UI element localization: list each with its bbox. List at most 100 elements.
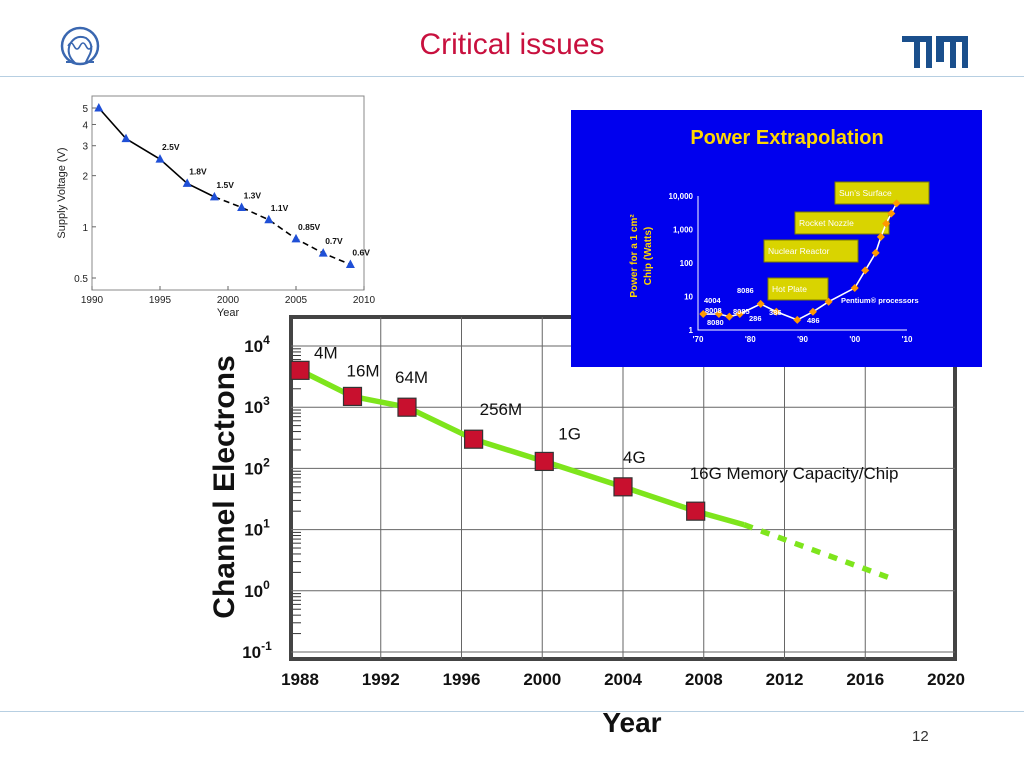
power-y-tick-label: 100 [680,259,694,268]
power-y-tick-label: 1 [689,326,694,335]
page-number: 12 [912,728,929,745]
memory-generation-label: 1G [558,424,581,443]
x-tick-label: 2020 [927,670,965,689]
footer-divider [0,711,1024,712]
y-tick-label: 10-1 [242,639,272,662]
power-point [735,310,744,319]
y-tick-base: 10 [244,337,263,356]
x-tick-label: 1995 [149,295,172,306]
memory-generation-marker [686,501,706,521]
y-tick-exponent: 2 [263,455,270,469]
memory-generation-marker [534,451,554,472]
power-point [808,307,817,316]
y-tick-label: 1 [82,223,88,234]
x-tick-label: 2000 [523,670,561,689]
power-reference-box [834,181,930,205]
power-point [871,248,880,257]
power-y-tick-label: 10,000 [669,192,694,201]
power-reference-label: Rocket Nozzle [799,218,854,228]
power-y-tick-label: 10 [684,293,693,302]
x-tick-label: 2016 [846,670,884,689]
memory-generation-marker [342,386,363,407]
power-extrapolation-panel: Power Extrapolation 1 10 100 1,000 10,000 '7… [571,110,982,367]
processor-label: 8086 [737,286,754,295]
memory-generation-marker [397,397,417,417]
processor-label: 386 [769,308,782,317]
voltage-point [291,233,301,243]
power-trend [703,203,898,321]
voltage-point-label: 0.7V [325,236,343,246]
y-tick-label: 102 [244,455,270,478]
y-tick-base: 10 [242,643,261,662]
x-tick-label: 1988 [281,670,319,689]
voltage-point [237,202,247,211]
y-tick-label: 104 [244,333,270,356]
processor-label: 486 [807,316,820,325]
voltage-point-label: 1.5V [216,180,234,190]
processor-label: 8085 [733,307,750,316]
x-tick-label: 2005 [285,295,308,306]
x-tick-label: 1992 [362,670,400,689]
memory-generation-label: 256M [480,400,523,419]
y-tick-label: 0.5 [74,274,88,285]
power-extrapolation-chart: Power Extrapolation 1 10 100 1,000 10,000 '7… [629,127,930,344]
processor-label: 286 [749,314,762,323]
nano-omega-logo [56,24,104,72]
y-axis-label: Supply Voltage (V) [56,147,68,238]
power-y-tick-label: 1,000 [673,226,694,235]
voltage-point [318,248,328,257]
memory-generation-label: 64M [395,368,428,387]
processor-label: 8008 [705,306,722,315]
voltage-point [209,191,219,201]
processor-label: Pentium® processors [841,296,919,305]
y-tick-exponent: 1 [263,517,270,531]
y-tick-label: 2 [82,172,88,183]
plot-frame [91,95,365,291]
memory-generation-label: 4G [623,448,646,467]
power-x-tick-label: '10 [902,335,913,344]
power-point [772,307,781,316]
power-x-tick-label: '70 [693,335,704,344]
voltage-point [94,103,104,112]
y-axis-label-line-2: Chip (Watts) [643,227,654,286]
y-tick-label: 101 [244,517,270,540]
power-point [824,297,833,306]
power-reference-box [767,277,829,301]
voltage-point-label: 1.1V [271,203,289,213]
y-tick-label: 100 [244,578,270,601]
x-tick-label: 1990 [81,295,104,306]
memory-generation-label: 4M [314,343,338,362]
voltage-point-label: 1.3V [244,190,262,200]
processor-label: 8080 [707,318,724,327]
y-tick-label: 3 [82,142,88,153]
voltage-point-label: 2.5V [162,142,180,152]
y-tick-exponent: 3 [263,394,270,408]
y-tick-label: 5 [82,104,88,115]
memory-generation-label: 16M [346,361,379,380]
power-axes [697,196,907,331]
y-tick-exponent: -1 [261,639,272,653]
x-tick-label: 2008 [685,670,723,689]
power-point [793,315,802,324]
voltage-point-label: 0.6V [352,248,370,258]
y-tick-label: 103 [244,394,270,417]
power-reference-label: Sun’s Surface [839,188,892,198]
power-x-tick-label: '90 [797,335,808,344]
y-tick-base: 10 [244,398,263,417]
x-axis-label: Year [602,707,661,738]
x-tick-label: 2012 [766,670,804,689]
y-axis-label-line-1: Power for a 1 cm² [629,214,640,298]
power-point [756,299,765,308]
chart-title: Power Extrapolation [690,127,883,149]
power-point [850,283,859,292]
y-tick-exponent: 0 [263,578,270,592]
voltage-point-label: 1.8V [189,166,207,176]
power-reference-label: Nuclear Reactor [768,246,830,256]
power-point [882,219,891,228]
tum-logo [902,36,968,68]
x-axis-label: Year [217,307,240,319]
y-tick-base: 10 [244,582,263,601]
memory-generation-label: 16G Memory Capacity/Chip [690,464,899,483]
power-reference-box [763,239,859,263]
power-point [876,232,885,241]
